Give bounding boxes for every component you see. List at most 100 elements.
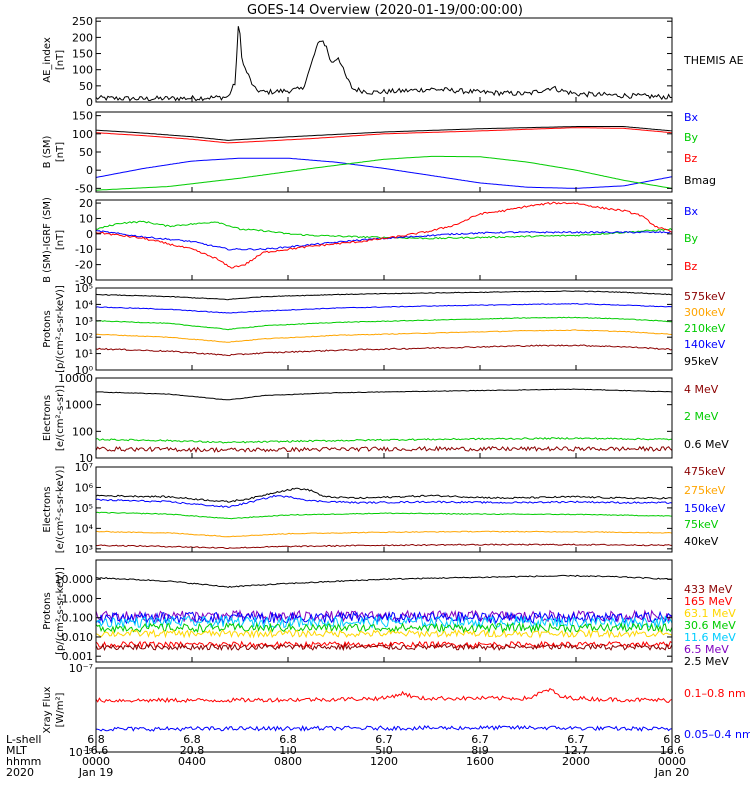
time-tick-label: 6.7 xyxy=(471,733,489,746)
y-axis-label: Electrons xyxy=(42,395,53,441)
time-tick-label: Jan 19 xyxy=(78,766,113,779)
y-axis-label: Electrons xyxy=(42,486,53,532)
series-bsm-1 xyxy=(95,155,673,191)
series-protons2-7 xyxy=(95,642,673,652)
legend-entry: 0.6 MeV xyxy=(684,438,729,451)
series-protons2-6 xyxy=(95,640,673,650)
y-axis-label: [p/(cm²-s-sr-keV)] xyxy=(55,567,66,655)
y-tick-label: 0 xyxy=(86,228,93,241)
time-tick-label: 6.7 xyxy=(375,733,393,746)
series-electrons1-0 xyxy=(95,388,673,401)
time-tick-label: 2000 xyxy=(562,755,590,768)
y-tick-label: 100 xyxy=(72,128,93,141)
y-axis-label: B (SM) xyxy=(42,135,53,168)
legend-entry: 140keV xyxy=(684,338,726,351)
y-tick-label: 150 xyxy=(72,110,93,123)
y-tick-label: 1.000 xyxy=(62,592,94,605)
y-axis-label: [nT] xyxy=(55,50,66,70)
legend-entry: Bmag xyxy=(684,174,716,187)
series-bigrf-0 xyxy=(95,220,673,240)
time-tick-label: 6.7 xyxy=(567,733,585,746)
time-tick-label: 0000 xyxy=(82,755,110,768)
series-protons1-2 xyxy=(95,316,672,331)
y-tick-label: 10⁵ xyxy=(75,502,93,515)
legend-entry: 11.6 MeV xyxy=(684,631,736,644)
time-tick-label: 20.8 xyxy=(180,744,205,757)
chart-title: GOES-14 Overview (2020-01-19/00:00:00) xyxy=(247,3,523,18)
series-bsm-3 xyxy=(95,126,673,141)
series-bsm-0 xyxy=(95,157,673,189)
y-tick-label: 10 xyxy=(79,212,93,225)
y-tick-label: 0.010 xyxy=(62,631,94,644)
legend-entry: 75keV xyxy=(684,518,719,531)
time-tick-label: 0000 xyxy=(658,755,686,768)
y-tick-label: 100 xyxy=(72,425,93,438)
y-axis-label: Protons xyxy=(42,310,53,347)
series-electrons2-3 xyxy=(95,530,673,538)
time-tick-label: 0800 xyxy=(274,755,302,768)
y-tick-label: 50 xyxy=(79,80,93,93)
y-tick-label: 100 xyxy=(72,64,93,77)
panel-frame xyxy=(95,466,673,553)
y-tick-label: 10¹ xyxy=(75,348,93,361)
legend-entry: 575keV xyxy=(684,290,726,303)
time-tick-label: 1200 xyxy=(370,755,398,768)
y-tick-label: 200 xyxy=(72,31,93,44)
series-electrons1-2 xyxy=(95,445,673,453)
panel-bigrf: -30 -20 -10 0 10 20 B (SM)-IGRF (SM) [nT] Bx By Bz xyxy=(42,197,699,287)
legend-entry: Bx xyxy=(684,111,699,124)
legend-entry: By xyxy=(684,232,699,245)
y-tick-label: 20 xyxy=(79,197,93,210)
y-tick-label: 10⁻⁷ xyxy=(69,662,93,675)
y-tick-label: -10 xyxy=(75,243,93,256)
series-protons1-0 xyxy=(95,290,673,301)
y-tick-label: 10⁴ xyxy=(75,298,94,311)
y-tick-label: -30 xyxy=(75,274,93,287)
legend-entry: 275keV xyxy=(684,484,726,497)
legend-entry: 433 MeV xyxy=(684,583,733,596)
series-bsm-2 xyxy=(95,127,673,144)
time-row-label: MLT xyxy=(6,744,27,757)
legend-entry: 300keV xyxy=(684,306,726,319)
time-tick-label: Jan 20 xyxy=(654,766,689,779)
time-tick-label: 1.0 xyxy=(279,744,297,757)
series-ae-0 xyxy=(95,26,673,102)
time-tick-label: 16.6 xyxy=(660,744,685,757)
legend-entry: 150keV xyxy=(684,502,726,515)
time-tick-label: 6.8 xyxy=(663,733,681,746)
y-tick-label: 10⁵ xyxy=(75,282,93,295)
time-tick-label: 6.8 xyxy=(183,733,201,746)
time-tick-label: 8.9 xyxy=(471,744,489,757)
time-tick-label: 0400 xyxy=(178,755,206,768)
y-axis-label: Xray Flux xyxy=(42,686,53,733)
series-bigrf-1 xyxy=(95,229,673,251)
series-bigrf-2 xyxy=(95,201,673,269)
y-tick-label: 0 xyxy=(86,164,93,177)
panel-electrons2: 10³ 10⁴ 10⁵ 10⁶ 10⁷ Electrons [e/(cm²-s-sr-keV… xyxy=(42,461,726,556)
legend-entry: 0.05–0.4 nm xyxy=(684,728,750,741)
time-tick-label: 6.8 xyxy=(279,733,297,746)
panel-bsm: -50 0 50 100 150 B (SM) [nT] Bx By Bz Bmag xyxy=(42,110,716,196)
panel-frame xyxy=(95,287,673,371)
time-tick-label: 1600 xyxy=(466,755,494,768)
y-axis-label: AE_index xyxy=(42,37,53,83)
legend-entry: 210keV xyxy=(684,322,726,335)
panel-protons1: 10⁰ 10¹ 10² 10³ 10⁴ 10⁵ Protons [p/(cm²-s-sr-ke… xyxy=(42,282,726,377)
y-axis-label: [e/(cm²-s-sr)] xyxy=(55,385,66,451)
y-tick-label: 10⁴ xyxy=(75,522,94,535)
legend-entry: 0.1–0.8 nm xyxy=(684,687,746,700)
time-tick-label: 6.8 xyxy=(87,733,105,746)
y-tick-label: -50 xyxy=(75,182,93,195)
legend-entry: By xyxy=(684,131,699,144)
legend-entry: 63.1 MeV xyxy=(684,607,736,620)
y-axis-label: [nT] xyxy=(55,230,66,250)
y-axis-label: [e/(cm²-s-sr-keV)] xyxy=(55,466,66,554)
series-electrons2-1 xyxy=(95,494,673,508)
legend-entry: 95keV xyxy=(684,355,719,368)
y-tick-label: 10³ xyxy=(75,543,93,556)
y-tick-label: 0.001 xyxy=(62,650,94,663)
y-axis-label: [W/m²] xyxy=(55,692,66,727)
series-protons1-3 xyxy=(95,329,673,343)
